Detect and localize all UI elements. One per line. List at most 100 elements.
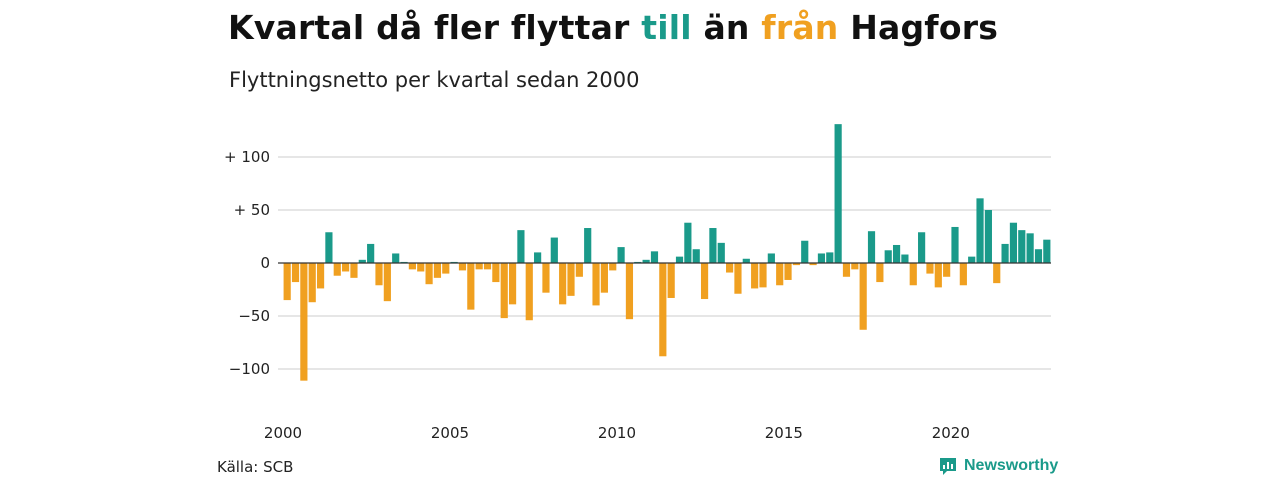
- bar: [375, 263, 383, 286]
- bar: [809, 263, 817, 266]
- bar: [609, 263, 617, 271]
- bar: [884, 250, 892, 263]
- bar: [316, 263, 325, 289]
- y-tick-label: −50: [238, 307, 270, 325]
- y-tick-label: −100: [229, 360, 270, 378]
- bar: [425, 263, 433, 285]
- bar: [951, 226, 959, 263]
- bar: [826, 252, 834, 263]
- y-tick-label: + 100: [224, 148, 270, 166]
- title-part-5: Hagfors: [838, 8, 999, 47]
- bar: [483, 263, 492, 270]
- bar: [918, 232, 926, 263]
- bar: [325, 232, 333, 263]
- bar: [859, 263, 867, 330]
- bar: [458, 263, 467, 271]
- bar: [492, 263, 500, 283]
- bar: [442, 263, 450, 274]
- bar: [709, 228, 717, 263]
- bar: [584, 228, 592, 263]
- bar: [508, 263, 517, 305]
- bar: [675, 256, 684, 263]
- bar: [867, 231, 876, 263]
- bar: [625, 263, 634, 320]
- bar: [784, 263, 792, 280]
- bar: [333, 263, 341, 276]
- bar: [734, 263, 742, 294]
- bar: [367, 243, 375, 263]
- bar: [684, 222, 692, 263]
- bar: [500, 263, 508, 319]
- bar: [817, 253, 826, 263]
- bar: [534, 252, 542, 263]
- bar: [383, 263, 391, 302]
- chart-title: Kvartal då fler flyttar till än från Hag…: [228, 8, 998, 47]
- bar: [943, 263, 951, 277]
- x-tick-label: 2020: [932, 424, 970, 442]
- bar: [776, 263, 784, 286]
- bar: [517, 230, 525, 263]
- bar: [667, 263, 675, 298]
- bar: [642, 259, 650, 263]
- chart-subtitle: Flyttningsnetto per kvartal sedan 2000: [229, 68, 640, 92]
- bar: [542, 263, 550, 293]
- x-tick-label: 2005: [431, 424, 469, 442]
- bar: [792, 263, 800, 266]
- bar: [1009, 222, 1018, 263]
- x-tick-label: 2015: [765, 424, 803, 442]
- bar: [300, 263, 308, 381]
- bar: [717, 242, 725, 263]
- bar: [842, 263, 851, 277]
- bar: [909, 263, 917, 286]
- bar: [751, 263, 759, 289]
- bar: [892, 244, 901, 263]
- source-label: Källa: SCB: [217, 458, 294, 476]
- bar: [759, 263, 767, 288]
- x-tick-label: 2000: [264, 424, 302, 442]
- newsworthy-logo-icon: [940, 458, 956, 475]
- bar: [342, 263, 350, 272]
- title-part-3: än: [691, 8, 762, 47]
- bar: [984, 210, 992, 263]
- bar: [308, 263, 316, 303]
- bar: [392, 253, 400, 263]
- bar: [350, 263, 358, 278]
- bar: [283, 263, 291, 301]
- brand-logo: Newsworthy: [938, 456, 1058, 476]
- x-tick-label: 2010: [598, 424, 636, 442]
- bar: [767, 253, 775, 263]
- bar: [575, 263, 583, 277]
- bar: [1018, 230, 1026, 263]
- bar: [650, 251, 659, 263]
- bar: [934, 263, 942, 288]
- bar: [834, 124, 842, 263]
- bar: [291, 263, 300, 283]
- bar: [726, 263, 734, 273]
- bar: [692, 249, 700, 263]
- bar: [1034, 249, 1043, 263]
- bar: [467, 263, 475, 310]
- brand-name: Newsworthy: [964, 457, 1059, 474]
- bar: [968, 256, 976, 263]
- bar: [475, 263, 483, 270]
- bar: [851, 263, 859, 270]
- bar: [959, 263, 967, 286]
- bar: [1043, 239, 1051, 263]
- y-tick-label: 0: [260, 254, 270, 272]
- bar: [559, 263, 567, 305]
- bar: [976, 198, 984, 263]
- bar: [801, 240, 809, 263]
- bar: [700, 263, 709, 300]
- title-fran: från: [761, 8, 839, 47]
- bar: [567, 263, 575, 296]
- bar: [876, 263, 884, 283]
- bar: [659, 263, 667, 357]
- bar: [358, 259, 366, 263]
- bar: [525, 263, 533, 321]
- bar: [742, 258, 750, 263]
- bar: [592, 263, 600, 306]
- bar: [600, 263, 608, 293]
- bar: [901, 254, 909, 263]
- title-part-1: Kvartal då fler flyttar: [228, 8, 642, 47]
